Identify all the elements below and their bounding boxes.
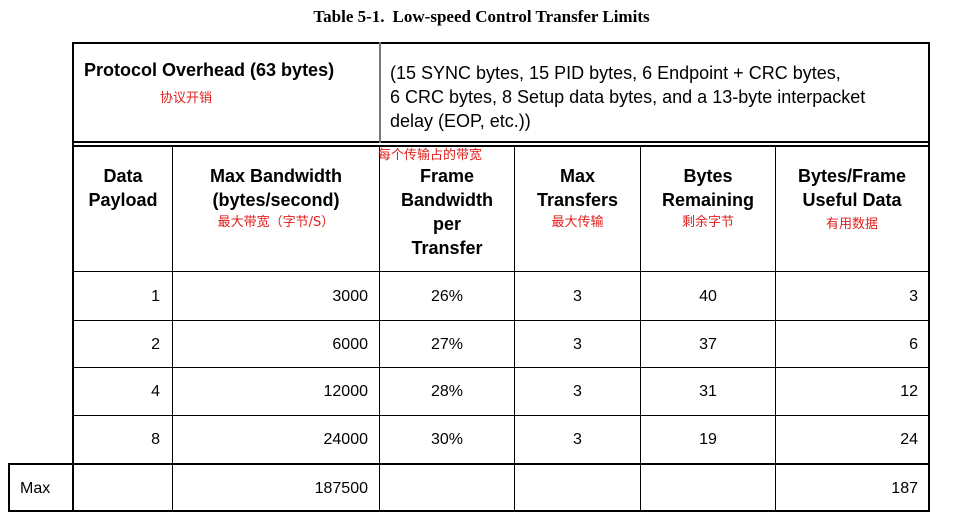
header-useful-data-line-2: Useful Data xyxy=(802,190,902,210)
cell-bytes-remaining: 37 xyxy=(699,336,717,353)
cell-bandwidth: 3000 xyxy=(332,288,368,305)
header-max-bandwidth-line-2: (bytes/second) xyxy=(212,190,340,210)
max-row-bandwidth: 187500 xyxy=(314,480,368,497)
max-row-label: Max xyxy=(20,480,51,497)
header-bytes-remaining: Bytes Remaining 剩余字节 xyxy=(641,164,775,232)
cell-payload: 4 xyxy=(151,383,160,400)
rule-row-3 xyxy=(72,415,930,416)
overhead-detail-cell: (15 SYNC bytes, 15 PID bytes, 6 Endpoint… xyxy=(390,61,925,133)
header-frame-bandwidth-line-2: Bandwidth xyxy=(401,190,493,210)
header-frame-bandwidth-note: 每个传输占的带宽 xyxy=(378,148,483,163)
rule-col-3 xyxy=(514,145,515,512)
cell-useful-data: 6 xyxy=(909,336,918,353)
rule-overhead-bottom-2 xyxy=(72,145,930,147)
rule-col-5 xyxy=(775,145,776,512)
overhead-detail-line-2: 6 CRC bytes, 8 Setup data bytes, and a 1… xyxy=(390,87,866,107)
cell-useful-data: 3 xyxy=(909,288,918,305)
header-max-bandwidth-line-1: Max Bandwidth xyxy=(209,166,342,186)
header-frame-bandwidth: 每个传输占的带宽 Frame Bandwidth per Transfer xyxy=(378,148,514,260)
header-useful-data-note: 有用数据 xyxy=(825,217,878,232)
cell-bandwidth: 12000 xyxy=(323,383,369,400)
rule-overhead-bottom xyxy=(72,141,930,143)
cell-bytes-remaining: 19 xyxy=(699,431,717,448)
cell-useful-data: 12 xyxy=(900,383,918,400)
header-data-payload-line-2: Payload xyxy=(88,190,158,210)
header-max-bandwidth-note: 最大带宽（字节/S） xyxy=(217,215,335,230)
rule-overhead-divider xyxy=(379,42,381,143)
header-useful-data: Bytes/Frame Useful Data 有用数据 xyxy=(776,164,928,234)
max-row-useful-data: 187 xyxy=(891,480,918,497)
overhead-label: Protocol Overhead (63 bytes) xyxy=(84,60,335,80)
cell-bytes-remaining: 31 xyxy=(699,383,717,400)
cell-bandwidth: 24000 xyxy=(323,431,369,448)
cell-payload: 2 xyxy=(151,336,160,353)
cell-max-transfers: 3 xyxy=(573,288,582,305)
table-title: Table 5-1. Low-speed Control Transfer Lim… xyxy=(0,7,963,27)
header-max-transfers-line-2: Transfers xyxy=(536,190,619,210)
rule-header-bottom xyxy=(72,271,930,272)
overhead-label-cell: Protocol Overhead (63 bytes) 协议开销 xyxy=(84,60,376,106)
overhead-note: 协议开销 xyxy=(160,91,213,106)
header-max-transfers: Max Transfers 最大传输 xyxy=(515,164,640,232)
cell-max-transfers: 3 xyxy=(573,431,582,448)
header-bytes-remaining-note: 剩余字节 xyxy=(681,215,734,230)
cell-payload: 8 xyxy=(151,431,160,448)
header-frame-bandwidth-line-1: Frame xyxy=(419,166,475,186)
rule-col-4 xyxy=(640,145,641,512)
cell-bandwidth: 6000 xyxy=(332,336,368,353)
cell-max-transfers: 3 xyxy=(573,336,582,353)
cell-frame-bandwidth: 28% xyxy=(430,383,464,400)
cell-bytes-remaining: 40 xyxy=(699,288,717,305)
rule-bottom xyxy=(8,510,930,512)
table-number: Table 5-1. xyxy=(313,7,385,26)
cell-frame-bandwidth: 27% xyxy=(430,336,464,353)
header-data-payload-line-1: Data xyxy=(103,166,143,186)
header-max-bandwidth: Max Bandwidth (bytes/second) 最大带宽（字节/S） xyxy=(173,164,379,232)
header-bytes-remaining-line-1: Bytes xyxy=(683,166,733,186)
rule-row-2 xyxy=(72,367,930,368)
header-max-transfers-line-1: Max xyxy=(559,166,595,186)
header-data-payload: Data Payload xyxy=(74,164,172,212)
header-bytes-remaining-line-2: Remaining xyxy=(661,190,754,210)
rule-max-left xyxy=(8,463,10,512)
cell-frame-bandwidth: 30% xyxy=(430,431,464,448)
overhead-detail-line-1: (15 SYNC bytes, 15 PID bytes, 6 Endpoint… xyxy=(390,63,841,83)
rule-row-4 xyxy=(8,463,930,465)
cell-frame-bandwidth: 26% xyxy=(430,288,464,305)
rule-row-1 xyxy=(72,320,930,321)
table-title-text: Low-speed Control Transfer Limits xyxy=(392,7,650,26)
header-frame-bandwidth-line-4: Transfer xyxy=(411,238,483,258)
header-useful-data-line-1: Bytes/Frame xyxy=(797,166,907,186)
rule-col-1 xyxy=(172,145,173,512)
rule-col-2 xyxy=(379,145,380,512)
overhead-detail-line-3: delay (EOP, etc.)) xyxy=(390,111,531,131)
cell-payload: 1 xyxy=(151,288,160,305)
cell-useful-data: 24 xyxy=(900,431,918,448)
header-max-transfers-note: 最大传输 xyxy=(551,215,604,230)
header-frame-bandwidth-line-3: per xyxy=(432,214,461,234)
cell-max-transfers: 3 xyxy=(573,383,582,400)
